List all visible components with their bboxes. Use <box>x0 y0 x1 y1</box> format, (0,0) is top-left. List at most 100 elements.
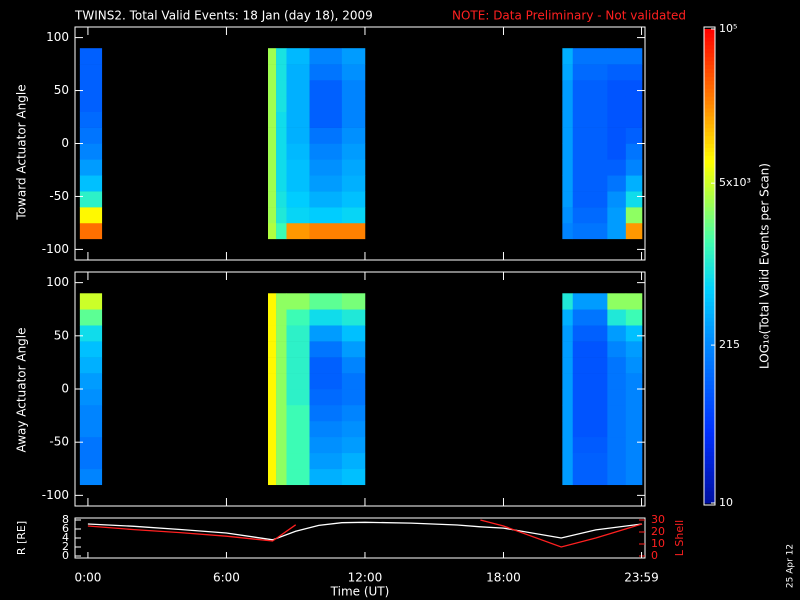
heatmap-cell <box>572 48 608 65</box>
heatmap-cell <box>341 420 366 438</box>
heatmap-cell <box>625 111 643 128</box>
heatmap-cell <box>607 207 627 224</box>
y-tick-label: -100 <box>42 488 69 502</box>
heatmap-cell <box>268 325 277 342</box>
heatmap-cell <box>572 222 608 240</box>
heatmap-cell <box>276 207 287 224</box>
heatmap-cell <box>276 64 287 81</box>
colorbar-swatch <box>704 218 715 224</box>
heatmap-cell <box>607 452 627 470</box>
colorbar-label: LOG₁₀(Total Valid Events per Scan) <box>758 163 772 369</box>
heatmap-cell <box>341 143 366 160</box>
heatmap-cell <box>341 357 366 374</box>
heatmap-cell <box>268 111 277 128</box>
colorbar-swatch <box>704 131 715 137</box>
heatmap-cell <box>309 404 343 422</box>
heatmap-cell <box>625 127 643 144</box>
heatmap-cell <box>268 95 277 113</box>
heatmap-cell <box>341 452 366 470</box>
colorbar-swatch <box>704 439 715 445</box>
heatmap-cell <box>309 159 343 176</box>
heatmap-cell <box>562 436 574 454</box>
colorbar-swatch <box>704 52 715 58</box>
heatmap-cell <box>572 325 608 342</box>
heatmap-cell <box>572 420 608 438</box>
heatmap-cell <box>572 175 608 192</box>
y-tick-label: 100 <box>46 275 69 289</box>
colorbar-swatch <box>704 360 715 366</box>
heatmap-cell <box>607 325 627 342</box>
heatmap-cell <box>607 127 627 144</box>
heatmap-cell <box>276 79 287 97</box>
heatmap-cell <box>79 111 103 128</box>
heatmap-cell <box>79 341 103 358</box>
colorbar-swatch <box>704 412 715 417</box>
heatmap-cell <box>341 293 366 310</box>
heatmap-cell <box>276 341 287 358</box>
colorbar-swatch <box>704 388 715 393</box>
heatmap-cell <box>309 64 343 81</box>
heatmap-cell <box>286 341 310 358</box>
footer-date: 25 Apr 12 <box>786 544 796 588</box>
heatmap-cell <box>625 48 643 65</box>
heatmap-cell <box>309 79 343 97</box>
heatmap-cell <box>79 420 103 438</box>
heatmap-cell <box>607 48 627 65</box>
line-plot <box>87 519 643 548</box>
heatmap-cell <box>268 309 277 326</box>
heatmap-cell <box>572 207 608 224</box>
heatmap-cell <box>276 48 287 65</box>
heatmap-cell <box>309 207 343 224</box>
colorbar-swatch <box>704 337 715 342</box>
heatmap-cell <box>286 48 310 65</box>
heatmap-cell <box>625 389 643 406</box>
colorbar-swatch <box>704 183 715 188</box>
heatmap-cell <box>276 95 287 113</box>
colorbar-swatch <box>704 341 715 346</box>
heatmap-cell <box>341 222 366 240</box>
heatmap-cell <box>276 293 287 310</box>
colorbar-swatch <box>704 230 715 235</box>
heatmap-cell <box>309 293 343 310</box>
heatmap-cell <box>572 357 608 374</box>
heatmap-cell <box>79 143 103 160</box>
colorbar-swatch <box>704 424 715 429</box>
heatmap-cell <box>625 159 643 176</box>
colorbar-swatch <box>704 198 715 204</box>
colorbar-swatch <box>704 214 715 220</box>
heatmap-cell <box>276 111 287 128</box>
heatmap-cell <box>276 309 287 326</box>
colorbar-swatch <box>704 345 715 350</box>
heatmap-cell <box>625 309 643 326</box>
heatmap-cell <box>572 404 608 422</box>
colorbar-swatch <box>704 372 715 378</box>
colorbar-swatch <box>704 262 715 267</box>
colorbar-swatch <box>704 143 715 148</box>
y-axis-label: R [RE] <box>15 521 28 555</box>
heatmap-cell <box>309 309 343 326</box>
heatmap-cell <box>268 341 277 358</box>
heatmap-cell <box>286 404 310 422</box>
colorbar-swatch <box>704 127 715 133</box>
heatmap-cell <box>309 325 343 342</box>
colorbar-swatch <box>704 123 715 129</box>
heatmap-cell <box>268 222 277 240</box>
colorbar-swatch <box>704 111 715 117</box>
colorbar-swatch <box>704 487 715 492</box>
colorbar-swatch <box>704 467 715 472</box>
heatmap-cell <box>276 436 287 454</box>
colorbar-swatch <box>704 88 715 93</box>
heatmap-cell <box>286 420 310 438</box>
colorbar-swatch <box>704 84 715 89</box>
heatmap-cell <box>276 389 287 406</box>
colorbar-swatch <box>704 325 715 330</box>
series-line <box>87 519 643 548</box>
colorbar-frame <box>703 26 716 506</box>
heatmap-cell <box>607 420 627 438</box>
heatmap-cell <box>341 325 366 342</box>
heatmap-cell <box>79 95 103 113</box>
colorbar-swatch <box>704 352 715 358</box>
heatmap-cell <box>607 64 627 81</box>
heatmap-cell <box>286 325 310 342</box>
heatmap-cell <box>276 143 287 160</box>
